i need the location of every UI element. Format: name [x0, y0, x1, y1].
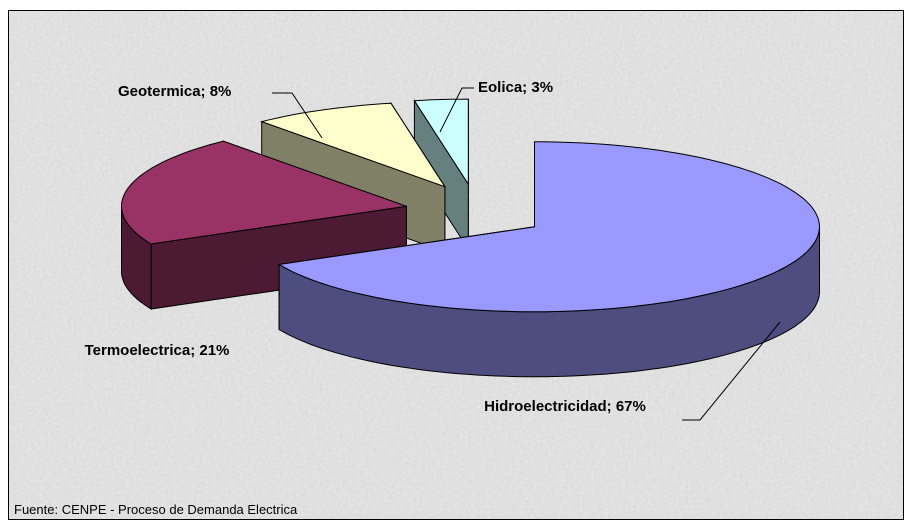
slice-tops [121, 98, 821, 313]
leader-line [682, 321, 781, 421]
data-label: Geotermica; 8% [118, 83, 232, 100]
data-label: Hidroelectricidad; 67% [484, 398, 646, 415]
slice-walls [121, 99, 820, 378]
slice [277, 141, 821, 313]
slice [121, 140, 407, 245]
leader-lines [272, 87, 781, 421]
slice [413, 98, 469, 186]
leader-line [272, 92, 323, 139]
source-note: Fuente: CENPE - Proceso de Demanda Elect… [14, 502, 298, 517]
frame [8, 10, 904, 520]
data-label: Termoelectrica; 21% [84, 342, 230, 359]
data-label: Eolica; 3% [478, 79, 554, 96]
slice [259, 102, 447, 188]
leader-line [439, 87, 474, 133]
